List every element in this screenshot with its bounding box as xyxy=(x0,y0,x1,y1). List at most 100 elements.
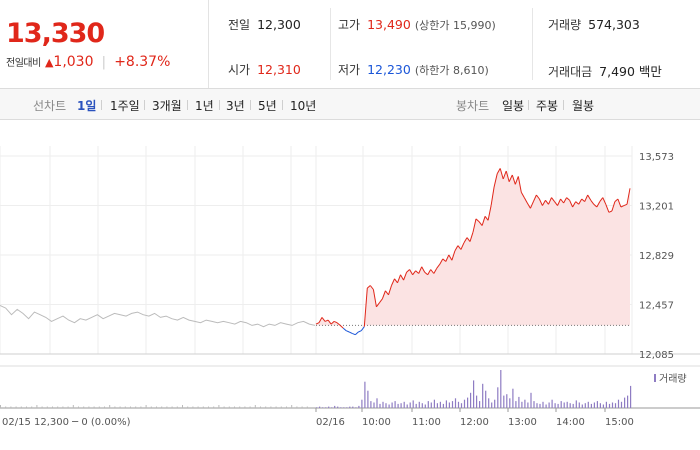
x-tick-label: 15:00 xyxy=(605,417,634,428)
volume-bar xyxy=(406,404,408,408)
volume-bar xyxy=(391,402,393,408)
volume-bar xyxy=(460,403,463,408)
price-line-segment xyxy=(445,254,450,262)
price-line-segment xyxy=(532,194,537,202)
current-price: 13,330 xyxy=(6,18,105,49)
price-line-segment xyxy=(397,274,401,283)
price-line-segment xyxy=(415,270,420,274)
volume-bar xyxy=(427,401,429,408)
price-line-segment xyxy=(626,188,631,205)
volume-bar xyxy=(611,402,614,408)
price-box: 13,330 전일대비 ▲1,030 | +8.37% xyxy=(0,0,209,88)
price-line-segment xyxy=(363,288,368,327)
volume-bar xyxy=(554,403,556,408)
volume-bar xyxy=(536,403,538,408)
period-1d[interactable]: 1일 xyxy=(77,99,97,113)
y-tick-label: 12,085 xyxy=(639,350,674,361)
price-line-segment xyxy=(421,266,426,273)
price-line-segment xyxy=(375,302,380,308)
prev-volume-bar xyxy=(31,406,33,408)
period-5y[interactable]: 5년 xyxy=(258,99,277,113)
prev-volume-bar xyxy=(145,405,147,408)
prev-volume-bar xyxy=(182,405,183,408)
volume-bar xyxy=(394,401,396,408)
price-line-segment xyxy=(566,197,570,201)
candle-daily[interactable]: 일봉 xyxy=(502,99,525,113)
price-line-segment xyxy=(484,216,489,221)
open-cell: 시가 12,310 xyxy=(228,61,301,78)
prev-volume-bar xyxy=(98,406,100,408)
prev-volume-bar xyxy=(26,406,27,408)
price-line-segment xyxy=(321,317,326,322)
price-line-segment xyxy=(490,186,495,206)
period-3m[interactable]: 3개월 xyxy=(152,99,182,113)
y-tick-label: 12,829 xyxy=(639,251,674,262)
price-line-segment xyxy=(529,201,534,209)
period-3y[interactable]: 3년 xyxy=(226,99,245,113)
price-line-segment xyxy=(487,205,492,221)
price-line-segment xyxy=(538,198,543,206)
toolbar-divider xyxy=(563,100,564,110)
volume-bar xyxy=(548,402,550,408)
change-rate: +8.37% xyxy=(114,54,171,70)
price-line-segment xyxy=(575,201,580,205)
candle-weekly[interactable]: 주봉 xyxy=(536,99,559,113)
toolbar-divider xyxy=(528,100,529,110)
prev-volume-bar xyxy=(124,406,126,408)
volume-bar xyxy=(491,402,493,408)
prev-volume-bar xyxy=(244,406,246,408)
prev-volume-bar xyxy=(41,406,43,408)
volume-bar xyxy=(515,401,517,408)
volume-value: 574,303 xyxy=(588,17,640,32)
prev-volume-bar xyxy=(72,405,74,408)
period-1w[interactable]: 1주일 xyxy=(110,99,140,113)
prev-volume-bar xyxy=(239,406,241,408)
upper-limit: (상한가 15,990) xyxy=(414,19,496,32)
open-value: 12,310 xyxy=(257,62,301,77)
volume-bar xyxy=(494,399,496,408)
toolbar-divider xyxy=(187,100,188,110)
period-1y[interactable]: 1년 xyxy=(195,99,214,113)
volume-bar xyxy=(400,403,402,408)
toolbar-divider xyxy=(250,100,251,110)
prev-volume-bar xyxy=(260,406,261,408)
price-line-segment xyxy=(605,204,610,213)
price-line-segment xyxy=(523,197,528,204)
price-line-segment xyxy=(358,330,362,333)
price-line-segment xyxy=(599,197,604,202)
price-line-segment xyxy=(541,200,546,206)
prev-volume-bar xyxy=(83,406,85,408)
volume-bar xyxy=(500,370,502,408)
volume-bar xyxy=(587,401,589,408)
quote-info-grid: 전일 12,300 시가 12,310 고가 13,490 (상한가 15,990) 저… xyxy=(210,0,700,88)
period-10y[interactable]: 10년 xyxy=(290,99,317,113)
low-label: 저가 xyxy=(338,63,361,77)
toolbar-divider xyxy=(219,100,220,110)
price-line-segment xyxy=(354,331,359,336)
prev-volume-bar xyxy=(301,406,303,408)
prev-volume-bar xyxy=(286,406,287,408)
volume-bar xyxy=(539,403,541,408)
volume-bar xyxy=(379,403,381,408)
prev-day-date: 02/15 xyxy=(2,417,31,428)
candle-monthly[interactable]: 월봉 xyxy=(572,99,595,113)
volume-bar xyxy=(569,403,571,408)
volume-bar xyxy=(551,399,553,408)
change-label: 전일대비 xyxy=(6,58,41,69)
price-line-segment xyxy=(493,173,498,188)
price-line-segment xyxy=(366,285,371,289)
volume-bar xyxy=(482,383,484,408)
volume-bar xyxy=(430,402,432,408)
prev-volume-bar xyxy=(197,406,199,408)
price-line-segment xyxy=(430,269,435,274)
price-line-segment xyxy=(623,203,628,207)
prev-volume-bar xyxy=(140,406,142,408)
volume-bar xyxy=(545,404,547,408)
prev-volume-bar xyxy=(0,405,1,408)
price-line-segment xyxy=(569,200,574,208)
volume-bar xyxy=(503,395,505,408)
up-triangle-icon: ▲ xyxy=(44,56,54,69)
y-tick-label: 12,457 xyxy=(639,301,674,312)
price-line-segment xyxy=(436,263,441,269)
volume-bar xyxy=(463,399,466,408)
